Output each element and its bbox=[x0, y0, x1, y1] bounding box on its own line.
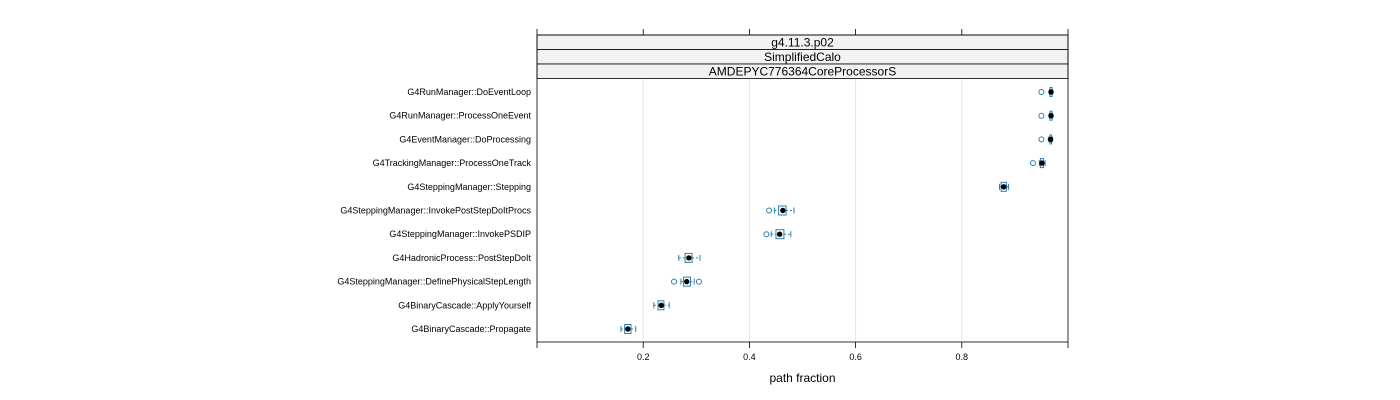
x-axis-title: path fraction bbox=[769, 371, 835, 385]
x-tick-label: 0.2 bbox=[637, 352, 650, 362]
outlier-point bbox=[1038, 136, 1045, 143]
category-label: G4RunManager::DoEventLoop bbox=[407, 87, 531, 97]
category-label: G4HadronicProcess::PostStepDoIt bbox=[392, 253, 531, 263]
median-point bbox=[1047, 136, 1054, 143]
category-label: G4SteppingManager::DefinePhysicalStepLen… bbox=[337, 277, 531, 287]
strip-label: AMDEPYC776364CoreProcessorS bbox=[709, 65, 896, 79]
strip-label: g4.11.3.p02 bbox=[771, 36, 834, 50]
strip-headers: g4.11.3.p02SimplifiedCaloAMDEPYC776364Co… bbox=[536, 34, 1069, 79]
box-rect bbox=[778, 205, 787, 216]
box-4 bbox=[999, 181, 1010, 192]
outlier-point bbox=[695, 278, 702, 285]
median-point bbox=[658, 302, 664, 308]
box-1 bbox=[1038, 110, 1054, 121]
median-point bbox=[625, 326, 631, 332]
x-tick-label: 0.8 bbox=[956, 352, 969, 362]
category-label: G4RunManager::ProcessOneEvent bbox=[389, 111, 531, 121]
outlier-point bbox=[1029, 160, 1036, 167]
category-label: G4BinaryCascade::Propagate bbox=[411, 324, 531, 334]
median-point bbox=[684, 278, 690, 285]
category-label: G4EventManager::DoProcessing bbox=[399, 134, 531, 144]
top-axis-ticks bbox=[536, 29, 1069, 35]
box-6 bbox=[763, 229, 792, 240]
category-label: G4TrackingManager::ProcessOneTrack bbox=[373, 158, 532, 168]
category-label: G4BinaryCascade::ApplyYourself bbox=[398, 300, 531, 310]
category-label: G4SteppingManager::InvokePSDIP bbox=[389, 229, 531, 239]
median-point bbox=[686, 255, 692, 261]
outlier-point bbox=[763, 231, 770, 238]
box-10 bbox=[620, 324, 637, 334]
box-8 bbox=[670, 276, 702, 287]
x-axis: 0.2 0.4 0.6 0.8 bbox=[536, 342, 1069, 362]
median-point bbox=[1048, 89, 1054, 95]
median-point bbox=[776, 231, 783, 237]
box-rect bbox=[684, 252, 693, 263]
box-9 bbox=[653, 300, 670, 311]
strip-label: SimplifiedCalo bbox=[764, 50, 841, 64]
category-label: G4SteppingManager::InvokePostStepDoItPro… bbox=[340, 206, 531, 216]
box-7 bbox=[678, 252, 701, 263]
category-label: G4SteppingManager::Stepping bbox=[407, 182, 531, 192]
grid-lines bbox=[642, 78, 963, 342]
box-rect bbox=[624, 324, 632, 334]
box-0 bbox=[1038, 87, 1054, 97]
median-point bbox=[1001, 184, 1007, 190]
box-5 bbox=[766, 205, 795, 216]
box-rect bbox=[775, 229, 785, 240]
category-labels: G4RunManager::DoEventLoopG4RunManager::P… bbox=[337, 87, 531, 334]
outlier-point bbox=[1038, 112, 1045, 119]
box-2 bbox=[1038, 134, 1054, 145]
median-point bbox=[780, 207, 786, 214]
outlier-point bbox=[670, 278, 677, 285]
x-tick-label: 0.6 bbox=[849, 352, 862, 362]
panel-frame bbox=[536, 34, 1069, 343]
outlier-point bbox=[1038, 89, 1045, 95]
x-tick-label: 0.4 bbox=[743, 352, 756, 362]
outlier-point bbox=[766, 207, 773, 214]
median-point bbox=[1048, 113, 1054, 119]
box-3 bbox=[1029, 158, 1046, 169]
box-rect bbox=[683, 276, 691, 287]
median-point bbox=[1039, 160, 1045, 166]
boxes bbox=[620, 87, 1054, 334]
